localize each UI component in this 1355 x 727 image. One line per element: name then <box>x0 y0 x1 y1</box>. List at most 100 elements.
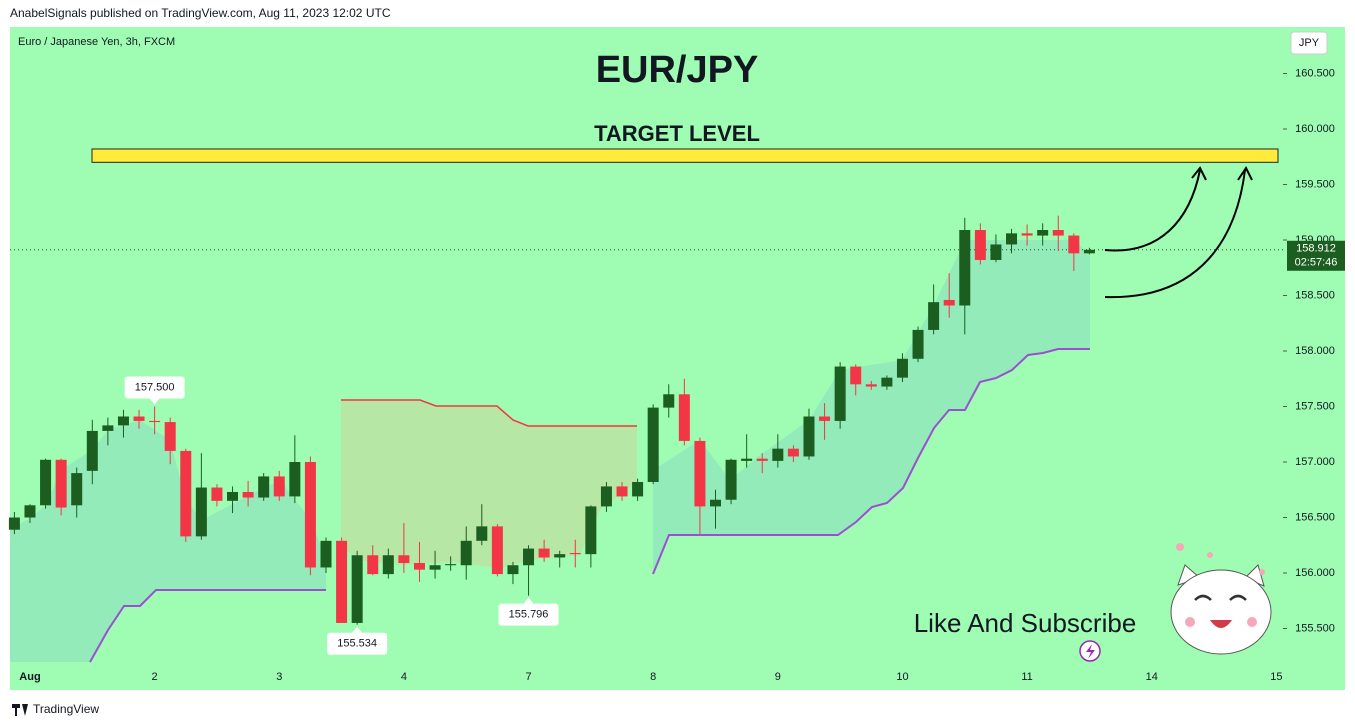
candle-body <box>959 230 971 306</box>
candle-body <box>772 448 784 461</box>
callout-label: 155.534 <box>337 638 377 650</box>
last-price-label: 158.912 <box>1296 243 1336 255</box>
arrow <box>1104 166 1207 252</box>
candle-body <box>86 430 98 471</box>
candle-body <box>55 459 67 508</box>
candle-body <box>523 548 535 566</box>
candle-body <box>413 563 425 570</box>
candle-body <box>850 366 862 385</box>
x-tick-label: 14 <box>1146 671 1158 683</box>
candle-body <box>71 473 83 506</box>
callout: 157.500 <box>124 376 185 405</box>
callout-label: 155.796 <box>509 609 549 621</box>
indicator-area <box>653 240 1090 574</box>
candle-body <box>164 422 176 451</box>
brand-logo <box>12 704 28 716</box>
candle-body <box>117 416 129 426</box>
currency: JPY <box>1299 37 1320 49</box>
candle-body <box>710 499 721 507</box>
candle-body <box>1083 249 1095 254</box>
cat-sticker <box>1170 543 1272 655</box>
candle-body <box>476 526 488 541</box>
candle-body <box>304 462 316 568</box>
candle-body <box>1052 230 1064 236</box>
candle-body <box>367 555 379 575</box>
candle-body <box>803 416 815 457</box>
y-tick-label: 160.500 <box>1295 67 1335 79</box>
range-line <box>341 399 637 427</box>
y-tick-label: 158.500 <box>1295 289 1335 301</box>
candle-body <box>912 329 924 359</box>
candle-body <box>211 487 223 501</box>
callout: 155.796 <box>498 597 559 626</box>
candle-body <box>616 486 628 497</box>
target-band <box>91 148 1279 163</box>
publish-info: AnabelSignals published on TradingView.c… <box>10 6 391 20</box>
callout-box <box>327 632 388 655</box>
y-tick-label: 158.000 <box>1295 345 1335 357</box>
callout-box <box>498 603 559 626</box>
candle-body <box>990 244 1002 260</box>
candle-body <box>336 540 348 623</box>
candle-body <box>694 440 706 507</box>
symbol-info: Euro / Japanese Yen, 3h, FXCM <box>18 36 175 48</box>
candle-body <box>928 302 940 330</box>
x-tick-label: 11 <box>1021 671 1032 683</box>
callout-pointer <box>352 626 363 633</box>
candle-body <box>8 517 20 530</box>
candle-body <box>398 555 410 564</box>
callout-box <box>124 376 185 399</box>
range-box <box>341 400 637 568</box>
callout: 155.534 <box>327 626 388 655</box>
candle-body <box>195 487 207 537</box>
x-tick-label: 8 <box>650 671 656 683</box>
target-label: TARGET LEVEL <box>594 121 760 146</box>
candle-body <box>429 565 441 570</box>
candle-body <box>40 459 52 506</box>
candle-body <box>741 458 753 461</box>
brand: TradingView <box>33 702 99 716</box>
candle-body <box>834 366 846 421</box>
candle-body <box>896 358 908 378</box>
candle-body <box>273 476 285 497</box>
candle-body <box>102 425 114 431</box>
candle-body <box>725 459 737 500</box>
candle-body <box>600 486 612 507</box>
candle-body <box>133 416 145 421</box>
x-tick-label: 4 <box>401 671 407 683</box>
x-tick-label: 3 <box>276 671 282 683</box>
candle-body <box>974 230 986 260</box>
candle-body <box>320 540 332 568</box>
callout-pointer <box>523 597 534 604</box>
candle-body <box>227 491 239 501</box>
y-tick-label: 156.500 <box>1295 511 1335 523</box>
candle-body <box>881 377 893 387</box>
candle-body <box>819 416 831 421</box>
candle-body <box>538 548 550 558</box>
candle-body <box>632 481 644 497</box>
candle-body <box>554 554 566 558</box>
y-tick-label: 155.500 <box>1295 622 1335 634</box>
candle-body <box>258 476 270 498</box>
candle-body <box>756 458 768 461</box>
x-tick-label: 9 <box>775 671 781 683</box>
currency-box <box>1290 31 1328 55</box>
candle-body <box>865 384 877 387</box>
candle-body <box>149 420 161 423</box>
indicator-line <box>89 589 326 663</box>
candle-body <box>585 506 597 555</box>
candle-body <box>663 394 675 408</box>
arrow <box>1104 166 1253 299</box>
x-tick-label: 10 <box>896 671 908 683</box>
candle-body <box>1021 233 1033 236</box>
callout-label: 157.500 <box>135 381 175 393</box>
y-tick-label: 159.500 <box>1295 178 1335 190</box>
x-tick-label: Aug <box>19 671 40 683</box>
y-tick-label: 156.000 <box>1295 567 1335 579</box>
candle-body <box>289 462 301 497</box>
candle-body <box>943 299 955 306</box>
countdown: 02:57:46 <box>1295 257 1338 269</box>
annotation: Like And Subscribe <box>914 608 1137 638</box>
candle-body <box>445 564 457 566</box>
